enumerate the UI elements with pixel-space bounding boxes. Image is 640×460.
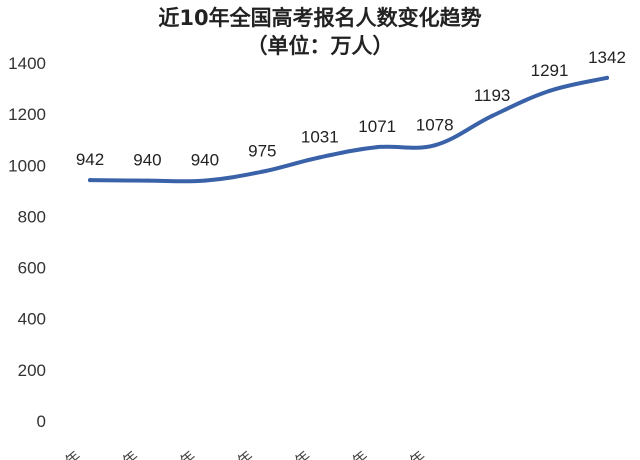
data-label: 1078 bbox=[416, 115, 454, 134]
data-label: 1342 bbox=[588, 48, 626, 67]
series-layer bbox=[88, 75, 609, 184]
data-label: 940 bbox=[133, 151, 161, 170]
y-tick-label: 400 bbox=[18, 310, 46, 329]
data-label: 975 bbox=[248, 142, 276, 161]
x-tick-label: 6年 bbox=[112, 447, 142, 460]
data-label: 1071 bbox=[358, 117, 396, 136]
data-point bbox=[317, 155, 322, 160]
chart-subtitle: （单位：万人） bbox=[246, 34, 394, 58]
data-point bbox=[605, 75, 609, 80]
series-line bbox=[88, 75, 609, 184]
x-axis: 5年 6年 7年 8年 9年 0年 1年 bbox=[54, 447, 429, 460]
data-point bbox=[145, 178, 150, 183]
data-point bbox=[490, 113, 495, 118]
x-tick-label: 0年 bbox=[341, 447, 371, 460]
data-point bbox=[88, 178, 92, 183]
x-tick-label: 1年 bbox=[399, 447, 429, 460]
data-label: 1031 bbox=[301, 127, 339, 146]
data-point bbox=[375, 145, 380, 150]
data-labels: 942 940 940 975 1031 1071 1078 1193 1291 1342 bbox=[76, 48, 626, 170]
y-tick-label: 1400 bbox=[8, 54, 46, 73]
x-tick-label: 5年 bbox=[54, 447, 84, 460]
x-tick-label: 7年 bbox=[169, 447, 199, 460]
y-tick-label: 0 bbox=[37, 412, 46, 431]
data-label: 940 bbox=[191, 151, 219, 170]
y-tick-label: 800 bbox=[18, 207, 46, 226]
y-tick-label: 1000 bbox=[8, 156, 46, 175]
data-point bbox=[202, 178, 207, 183]
data-label: 1291 bbox=[531, 61, 569, 80]
data-label: 1193 bbox=[474, 86, 511, 105]
y-tick-label: 1200 bbox=[8, 105, 46, 124]
x-tick-label: 8年 bbox=[227, 447, 257, 460]
data-point bbox=[260, 169, 265, 174]
data-point bbox=[432, 143, 437, 148]
x-tick-label: 9年 bbox=[284, 447, 314, 460]
chart-title: 近10年全国高考报名人数变化趋势 bbox=[158, 6, 482, 30]
data-point bbox=[547, 88, 552, 93]
data-label: 942 bbox=[76, 150, 104, 169]
y-tick-label: 600 bbox=[18, 259, 46, 278]
y-tick-label: 200 bbox=[18, 361, 46, 380]
y-axis: 0 200 400 600 800 1000 1200 1400 bbox=[8, 54, 46, 431]
